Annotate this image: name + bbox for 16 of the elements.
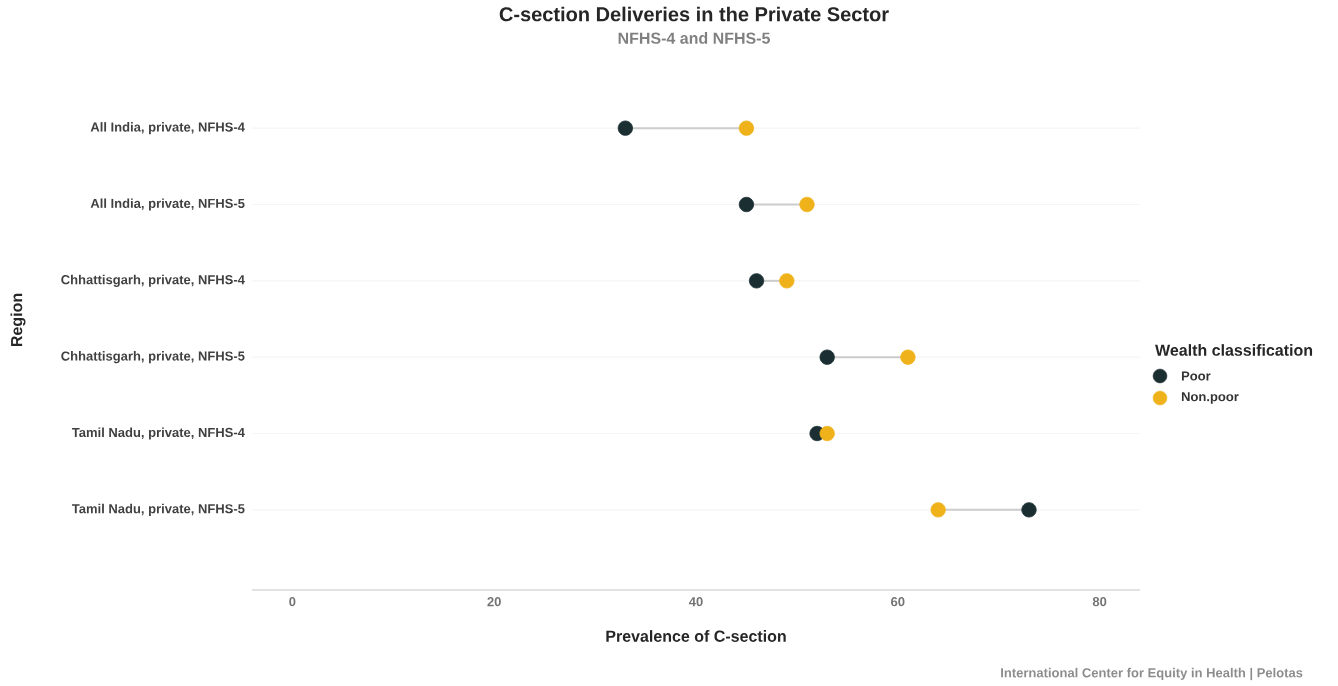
point (819, 349, 835, 365)
point (738, 120, 755, 136)
point (819, 425, 835, 442)
y-axis-title: Region (10, 293, 26, 347)
point (900, 349, 916, 365)
point (748, 273, 765, 289)
point (738, 196, 755, 213)
point (617, 120, 633, 136)
point (930, 502, 946, 518)
point (779, 273, 795, 289)
point (1021, 502, 1037, 518)
chart-title: C-section Deliveries in the Private Sector (499, 6, 889, 22)
point (799, 196, 815, 213)
chart-subtitle: NFHS-4 and NFHS-5 (618, 32, 770, 44)
x-axis-title: Prevalence of C-section (606, 630, 786, 642)
legend-title: Wealth classification (1155, 344, 1313, 356)
